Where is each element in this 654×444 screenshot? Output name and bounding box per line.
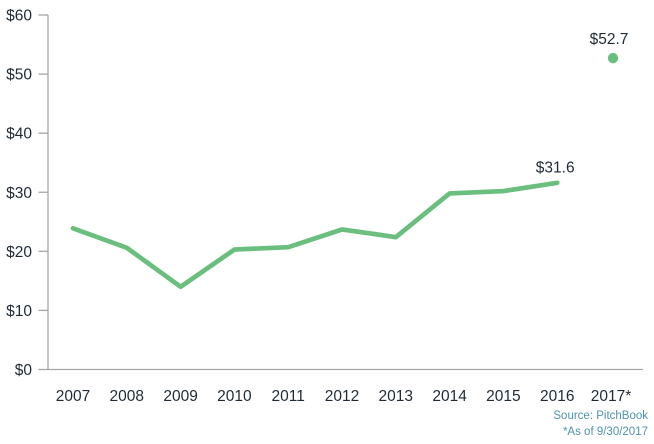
y-axis-tick-label: $60 (6, 8, 32, 25)
y-axis-tick-label: $0 (15, 362, 33, 379)
data-value-label: $52.7 (590, 31, 629, 48)
asterisk-note: *As of 9/30/2017 (562, 426, 648, 438)
x-axis-year-label: 2014 (432, 388, 467, 405)
x-axis-year-label: 2017* (591, 388, 632, 405)
trend-line (70, 180, 560, 290)
x-axis-year-label: 2008 (110, 388, 144, 405)
y-axis-tick-label: $20 (6, 244, 32, 261)
x-axis-year-label: 2013 (379, 388, 413, 405)
x-axis-year-label: 2009 (163, 388, 197, 405)
source-attribution: Source: PitchBook (553, 410, 648, 422)
y-axis-tick-label: $30 (6, 185, 32, 202)
x-axis-year-label: 2012 (325, 388, 359, 405)
chart-footer: Source: PitchBook *As of 9/30/2017 (553, 408, 648, 440)
data-value-label: $31.6 (536, 159, 575, 176)
data-point-2017 (607, 52, 619, 64)
y-axis-tick-label: $40 (6, 126, 32, 143)
x-axis-year-label: 2010 (217, 388, 252, 405)
y-axis-tick-label: $10 (6, 303, 32, 320)
x-axis-year-label: 2011 (272, 388, 305, 405)
y-axis-tick-label: $50 (6, 67, 32, 84)
x-axis-year-label: 2016 (540, 388, 574, 405)
x-axis-year-label: 2015 (486, 388, 520, 405)
x-axis-year-label: 2007 (56, 388, 90, 405)
